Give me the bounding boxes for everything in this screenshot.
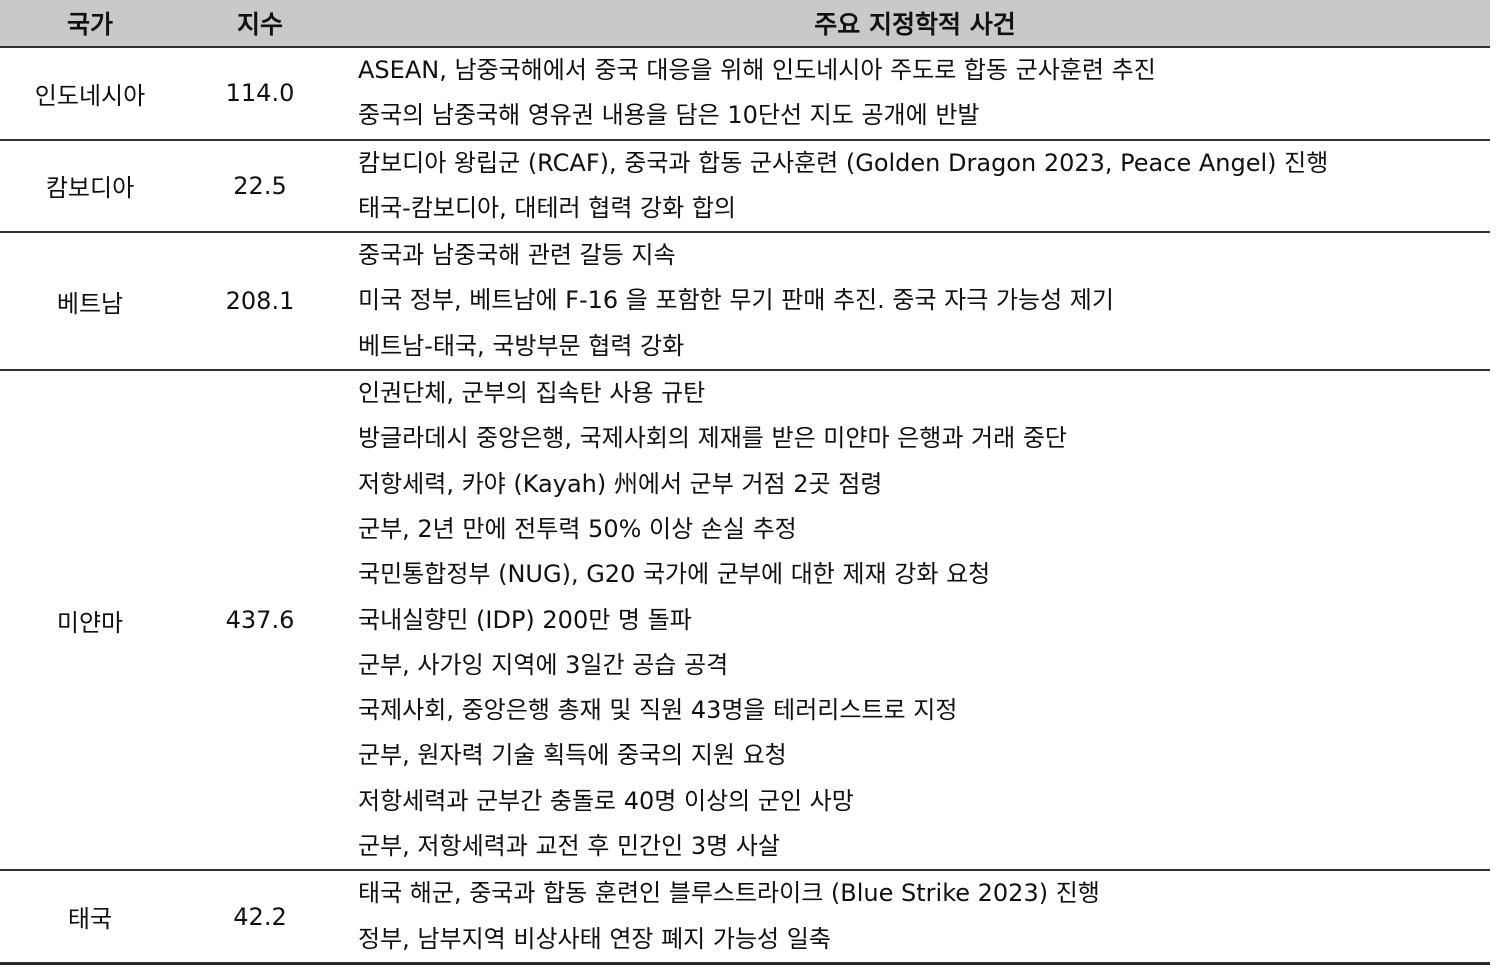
event-item: 저항세력과 군부간 충돌로 40명 이상의 군인 사망 bbox=[358, 786, 854, 815]
country-cell: 베트남 bbox=[56, 289, 124, 318]
event-item: 방글라데시 중앙은행, 국제사회의 제재를 받은 미얀마 은행과 거래 중단 bbox=[358, 424, 1067, 453]
event-item: 군부, 저항세력과 교전 후 민간인 3명 사살 bbox=[358, 832, 780, 861]
country-cell: 캄보디아 bbox=[45, 174, 135, 203]
event-item: 저항세력, 카야 (Kayah) 州에서 군부 거점 2곳 점령 bbox=[358, 469, 883, 498]
event-item: 군부, 원자력 기술 획득에 중국의 지원 요청 bbox=[358, 741, 787, 770]
event-item: 국민통합정부 (NUG), G20 국가에 군부에 대한 제재 강화 요청 bbox=[358, 560, 991, 589]
events-cell: 태국 해군, 중국과 합동 훈련인 블루스트라이크 (Blue Strike 2… bbox=[340, 870, 1490, 963]
header-events: 주요 지정학적 사건 bbox=[340, 0, 1490, 48]
event-item: 국제사회, 중앙은행 총재 및 직원 43명을 테러리스트로 지정 bbox=[358, 696, 958, 725]
event-item: 미국 정부, 베트남에 F-16 을 포함한 무기 판매 추진. 중국 자극 가… bbox=[358, 286, 1114, 315]
event-item: 중국과 남중국해 관련 갈등 지속 bbox=[358, 241, 676, 270]
index-cell: 22.5 bbox=[233, 171, 287, 200]
event-item: 국내실향민 (IDP) 200만 명 돌파 bbox=[358, 605, 692, 634]
index-cell: 114.0 bbox=[225, 79, 295, 108]
country-cell: 태국 bbox=[67, 905, 113, 934]
index-cell: 42.2 bbox=[233, 902, 287, 931]
table-row: 인도네시아 114.0 ASEAN, 남중국해에서 중국 대응을 위해 인도네시아 … bbox=[0, 47, 1490, 140]
event-item: 군부, 사가잉 지역에 3일간 공습 공격 bbox=[358, 650, 729, 679]
index-cell: 437.6 bbox=[225, 606, 295, 635]
event-item: 베트남-태국, 국방부문 협력 강화 bbox=[358, 331, 685, 360]
event-item: 중국의 남중국해 영유권 내용을 담은 10단선 지도 공개에 반발 bbox=[358, 101, 980, 130]
events-cell: ASEAN, 남중국해에서 중국 대응을 위해 인도네시아 주도로 합동 군사훈… bbox=[340, 47, 1490, 140]
event-item: 캄보디아 왕립군 (RCAF), 중국과 합동 군사훈련 (Golden Dra… bbox=[358, 148, 1329, 177]
index-cell: 208.1 bbox=[225, 287, 295, 316]
table-row: 캄보디아 22.5 캄보디아 왕립군 (RCAF), 중국과 합동 군사훈련 (Go… bbox=[0, 140, 1490, 233]
events-cell: 캄보디아 왕립군 (RCAF), 중국과 합동 군사훈련 (Golden Dra… bbox=[340, 140, 1490, 233]
event-item: 태국 해군, 중국과 합동 훈련인 블루스트라이크 (Blue Strike 2… bbox=[358, 879, 1100, 908]
table-row: 태국 42.2 태국 해군, 중국과 합동 훈련인 블루스트라이크 (Blue St… bbox=[0, 870, 1490, 963]
event-item: 군부, 2년 만에 전투력 50% 이상 손실 추정 bbox=[358, 514, 797, 543]
event-item: 태국-캄보디아, 대테러 협력 강화 합의 bbox=[358, 193, 737, 222]
table-bottom-rule bbox=[0, 963, 1490, 965]
country-cell: 미얀마 bbox=[56, 608, 124, 637]
header-row: 국가 지수 주요 지정학적 사건 bbox=[0, 0, 1490, 48]
header-country: 국가 bbox=[0, 0, 180, 48]
header-index: 지수 bbox=[180, 0, 340, 48]
event-item: ASEAN, 남중국해에서 중국 대응을 위해 인도네시아 주도로 합동 군사훈… bbox=[358, 56, 1156, 84]
event-item: 정부, 남부지역 비상사태 연장 폐지 가능성 일축 bbox=[358, 924, 831, 953]
event-item: 인권단체, 군부의 집속탄 사용 규탄 bbox=[358, 379, 706, 408]
country-cell: 인도네시아 bbox=[34, 81, 146, 110]
